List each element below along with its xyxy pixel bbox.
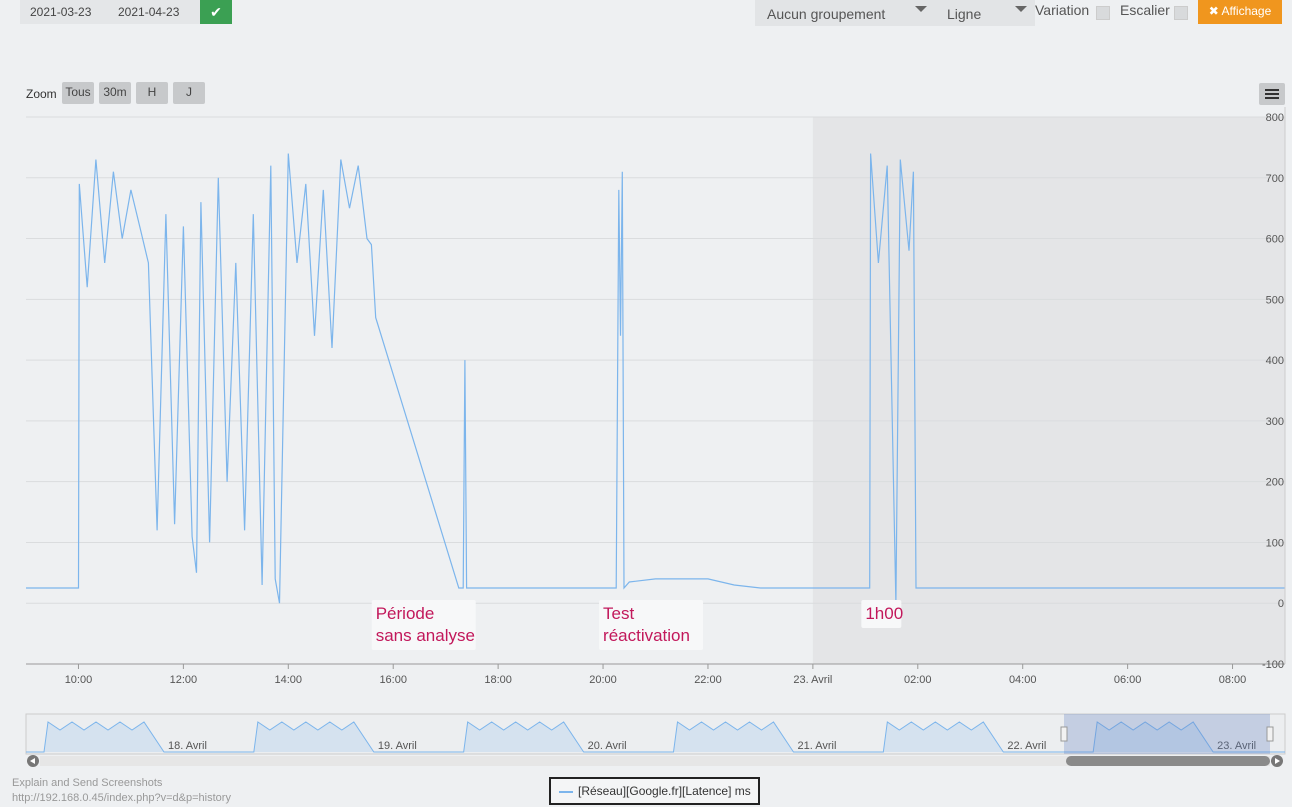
menu-icon: [1265, 89, 1279, 91]
check-icon: ✔: [210, 4, 222, 20]
y-tick-label: 0: [1278, 598, 1284, 610]
zoom-label: Zoom: [26, 87, 57, 101]
affichage-label: Affichage: [1221, 4, 1272, 18]
chevron-right-icon: [1275, 758, 1280, 764]
apply-dates-button[interactable]: ✔: [200, 0, 232, 24]
y-tick-label: 700: [1266, 173, 1284, 185]
annotation-box: [861, 600, 902, 628]
variation-checkbox[interactable]: [1096, 6, 1110, 20]
x-tick-label: 06:00: [1114, 674, 1142, 686]
x-tick-label: 16:00: [379, 674, 407, 686]
variation-label: Variation: [1035, 2, 1090, 18]
annotation-text: Test: [603, 604, 634, 623]
y-tick-label: 300: [1266, 416, 1284, 428]
legend-series-name: [Réseau][Google.fr][Latence] ms: [578, 784, 751, 798]
navigator-handle-right: [1266, 726, 1274, 742]
date-end-input[interactable]: 2021-04-23: [108, 0, 200, 24]
navigator-label: 22. Avril: [1007, 740, 1046, 752]
x-tick-label: 20:00: [589, 674, 617, 686]
chevron-down-icon: [1015, 6, 1027, 12]
x-tick-label: 23. Avril: [793, 674, 832, 686]
chart-menu-button[interactable]: [1259, 83, 1285, 105]
y-tick-label: 500: [1266, 294, 1284, 306]
x-tick-label: 04:00: [1009, 674, 1037, 686]
x-tick-label: 12:00: [170, 674, 198, 686]
y-tick-label: 100: [1266, 537, 1284, 549]
legend-swatch: [559, 790, 573, 793]
close-icon: ✖: [1208, 4, 1219, 18]
affichage-button[interactable]: ✖ Affichage: [1198, 0, 1282, 24]
navigator-label: 18. Avril: [168, 740, 207, 752]
annotation-text: 1h00: [865, 604, 903, 623]
navigator-label: 20. Avril: [588, 740, 627, 752]
navigator-label: 21. Avril: [798, 740, 837, 752]
footer-text: Explain and Send Screenshots: [12, 777, 163, 789]
annotation-box: [371, 600, 476, 650]
footer-url: http://192.168.0.45/index.php?v=d&p=hist…: [12, 792, 231, 804]
series-line: [26, 153, 1285, 604]
y-tick-label: -100: [1262, 659, 1284, 671]
grouping-select[interactable]: Aucun groupement: [755, 0, 935, 26]
chevron-down-icon: [915, 6, 927, 12]
y-tick-label: 800: [1266, 112, 1284, 124]
chart-legend[interactable]: [Réseau][Google.fr][Latence] ms: [549, 777, 760, 805]
annotation-text: Période: [376, 604, 435, 623]
y-tick-label: 200: [1266, 477, 1284, 489]
chart-kind-value: Ligne: [947, 6, 982, 22]
zoom-day-button[interactable]: J: [173, 82, 205, 104]
x-tick-label: 22:00: [694, 674, 722, 686]
navigator-label: 19. Avril: [378, 740, 417, 752]
date-start-input[interactable]: 2021-03-23: [20, 0, 108, 24]
x-tick-label: 02:00: [904, 674, 932, 686]
grouping-value: Aucun groupement: [767, 6, 886, 22]
zoom-30m-button[interactable]: 30m: [99, 82, 131, 104]
navigator-label: 23. Avril: [1217, 740, 1256, 752]
y-tick-label: 600: [1266, 234, 1284, 246]
annotation-text: sans analyse: [376, 626, 475, 645]
scrollbar-thumb: [1066, 756, 1270, 766]
escalier-checkbox[interactable]: [1174, 6, 1188, 20]
navigator-handle-left: [1060, 726, 1068, 742]
navigator-series: [26, 721, 1285, 753]
zoom-hour-button[interactable]: H: [136, 82, 168, 104]
x-tick-label: 14:00: [275, 674, 303, 686]
x-tick-label: 10:00: [65, 674, 93, 686]
navigator: [25, 713, 1286, 755]
scrollbar-track: [40, 756, 1270, 766]
zoom-all-button[interactable]: Tous: [62, 82, 94, 104]
x-tick-label: 18:00: [484, 674, 512, 686]
annotation-box: [599, 600, 704, 650]
escalier-label: Escalier: [1120, 2, 1170, 18]
x-tick-label: 08:00: [1219, 674, 1247, 686]
navigator-selection: [1064, 714, 1270, 754]
chart-kind-select[interactable]: Ligne: [935, 0, 1035, 26]
y-tick-label: 400: [1266, 355, 1284, 367]
chevron-left-icon: [30, 758, 35, 764]
annotation-text: réactivation: [603, 626, 690, 645]
